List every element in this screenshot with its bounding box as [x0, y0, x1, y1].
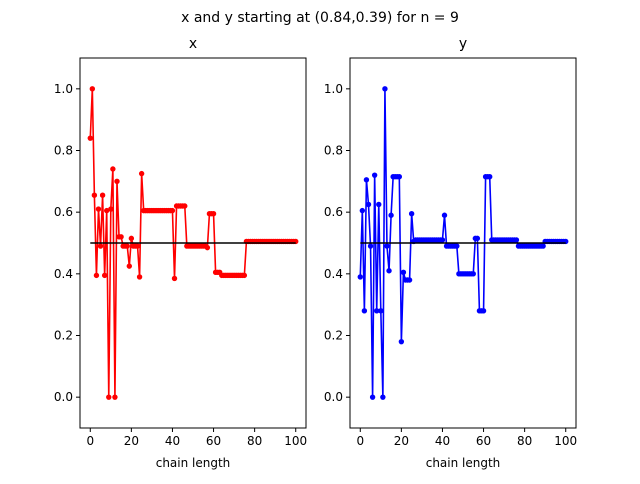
- data-point: [118, 234, 124, 240]
- data-point: [378, 308, 384, 314]
- figure-suptitle: x and y starting at (0.84,0.39) for n = …: [181, 10, 459, 26]
- data-point: [128, 235, 135, 242]
- data-point: [388, 212, 394, 218]
- data-point: [138, 170, 145, 177]
- data-point: [112, 394, 118, 400]
- data-point: [400, 269, 407, 275]
- y-tick-label: 0.4: [54, 267, 73, 281]
- subplot-x-title: x: [189, 36, 197, 52]
- y-tick-label: 0.2: [54, 329, 73, 343]
- data-point: [540, 243, 546, 249]
- x-tick-label: 20: [124, 434, 139, 448]
- data-point: [114, 178, 120, 185]
- x-tick-label: 20: [394, 434, 409, 448]
- data-point: [361, 308, 368, 314]
- x-tick-label: 100: [284, 434, 307, 448]
- data-point: [513, 237, 520, 243]
- subplot-y-title: y: [459, 36, 467, 52]
- data-point: [384, 243, 390, 249]
- data-point: [380, 394, 386, 400]
- data-point: [386, 268, 392, 274]
- data-point: [406, 277, 413, 283]
- data-point: [454, 243, 460, 249]
- subplot-y: y chain length 0 20 40 60 80 100 0.0 0.2 0.4 0.6 0…: [324, 36, 577, 470]
- data-point: [134, 243, 141, 249]
- x-tick-label: 60: [476, 434, 491, 448]
- y-tick-label: 1.0: [324, 82, 343, 96]
- data-point: [89, 86, 96, 92]
- data-point: [408, 211, 415, 217]
- x-tick-label: 100: [554, 434, 577, 448]
- data-point: [95, 206, 102, 212]
- data-point: [241, 272, 248, 279]
- y-tick-label: 0.0: [54, 390, 73, 404]
- data-point: [93, 272, 100, 279]
- data-point: [110, 166, 116, 172]
- data-point: [363, 177, 370, 183]
- y-tick-label: 0.0: [324, 390, 343, 404]
- x-tick-label: 40: [435, 434, 450, 448]
- subplot-y-xlabel: chain length: [426, 456, 501, 470]
- data-point: [136, 274, 143, 280]
- x-tick-label: 40: [165, 434, 180, 448]
- data-point: [182, 203, 188, 209]
- data-point: [210, 211, 217, 217]
- data-point: [441, 212, 448, 218]
- data-point: [204, 244, 211, 251]
- data-point: [171, 275, 178, 282]
- data-point: [91, 192, 98, 198]
- data-point: [439, 237, 446, 243]
- data-point: [124, 243, 130, 249]
- data-point: [87, 135, 93, 141]
- data-point: [101, 272, 108, 279]
- y-tick-label: 0.6: [324, 205, 343, 219]
- data-point: [359, 207, 366, 214]
- y-tick-label: 0.8: [324, 144, 343, 158]
- y-tick-label: 0.6: [54, 205, 73, 219]
- data-point: [367, 243, 374, 249]
- data-point: [474, 235, 481, 242]
- data-point: [376, 201, 382, 208]
- data-point: [470, 271, 476, 277]
- subplot-x-xlabel: chain length: [156, 456, 231, 470]
- x-tick-label: 80: [517, 434, 532, 448]
- x-tick-label: 0: [86, 434, 94, 448]
- data-point: [97, 243, 104, 249]
- data-point: [357, 274, 363, 280]
- x-tick-label: 0: [356, 434, 364, 448]
- data-point: [396, 174, 403, 180]
- plot-frame: [349, 57, 577, 429]
- data-point: [487, 174, 493, 180]
- data-point: [369, 394, 376, 400]
- data-point: [382, 86, 388, 92]
- y-tick-label: 0.8: [54, 144, 73, 158]
- y-tick-label: 0.4: [324, 267, 343, 281]
- data-point: [108, 206, 114, 212]
- data-point: [480, 308, 487, 314]
- data-point: [126, 263, 133, 269]
- data-point: [99, 192, 106, 198]
- data-point: [398, 338, 405, 345]
- y-tick-label: 0.2: [324, 329, 343, 343]
- plot-frame: [79, 57, 307, 429]
- y-tick-label: 1.0: [54, 82, 73, 96]
- data-point: [371, 172, 378, 178]
- subplot-x: x chain length 0 20 40 60 80 100 0.0 0.2 0.4 0.6 0…: [54, 36, 307, 470]
- x-tick-label: 60: [206, 434, 221, 448]
- x-tick-label: 80: [247, 434, 262, 448]
- data-point: [106, 394, 112, 400]
- data-point: [365, 201, 372, 208]
- data-point: [169, 207, 176, 214]
